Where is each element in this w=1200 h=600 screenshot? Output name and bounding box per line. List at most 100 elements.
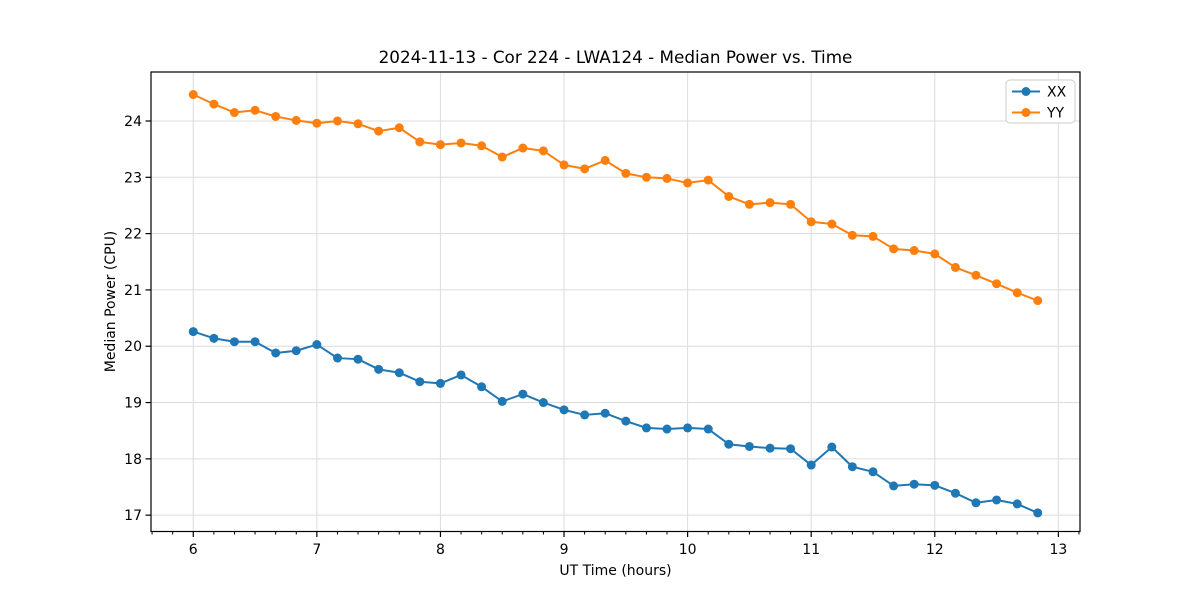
series-xx-point [744, 441, 754, 451]
tick-layer: 6 7 8 9 10 11 12 13 17 18 19 20 21 22 23 24 [124, 114, 1080, 558]
series-yy-point [291, 115, 301, 125]
series-yy-point [786, 199, 796, 209]
series-xx-point [600, 408, 610, 418]
x-tick-label: 12 [926, 542, 944, 558]
series-xx-point [250, 337, 260, 347]
series-yy-point [497, 152, 507, 162]
series-yy-point [209, 99, 219, 109]
series-yy-point [765, 198, 775, 208]
series-yy-point [229, 108, 239, 118]
series-xx-point [930, 480, 940, 490]
legend-label-xx: XX [1047, 85, 1067, 101]
series-yy-point [1012, 288, 1022, 298]
x-tick-label: 7 [312, 542, 321, 558]
y-tick-label: 21 [124, 283, 142, 299]
series-xx-point [229, 337, 239, 347]
x-tick-label: 9 [560, 542, 569, 558]
series-xx-point [786, 444, 796, 454]
series-xx-point [806, 460, 816, 470]
series-yy-point [559, 160, 569, 170]
series-xx-point [497, 396, 507, 406]
series-xx-point [374, 364, 384, 374]
series-xx-point [188, 327, 198, 337]
x-axis-label: UT Time (hours) [559, 563, 671, 579]
series-xx-point [477, 382, 487, 392]
series-yy-point [868, 231, 878, 241]
plot-area [151, 72, 1080, 532]
y-tick-label: 18 [124, 452, 142, 468]
series-yy-point [683, 178, 693, 188]
series-xx-point [683, 423, 693, 433]
series-layer [188, 90, 1043, 518]
series-yy-point [992, 279, 1002, 289]
series-xx-point [353, 354, 363, 364]
series-yy-point [950, 262, 960, 272]
series-xx-point [209, 333, 219, 343]
chart-title: 2024-11-13 - Cor 224 - LWA124 - Median P… [379, 47, 853, 67]
series-yy-point [312, 118, 322, 128]
y-tick-label: 17 [124, 508, 142, 524]
series-yy-point [394, 123, 404, 133]
y-tick-label: 23 [124, 170, 142, 186]
series-xx-point [559, 405, 569, 415]
series-yy-point [250, 105, 260, 115]
series-xx-point [909, 479, 919, 489]
series-xx-point [394, 368, 404, 378]
x-tick-label: 11 [802, 542, 820, 558]
series-yy-point [662, 173, 672, 183]
series-yy-point [538, 146, 548, 156]
series-xx-point [971, 498, 981, 508]
series-yy-point [456, 138, 466, 148]
series-yy-point [703, 175, 713, 185]
series-xx-point [538, 398, 548, 408]
x-tick-label: 13 [1049, 542, 1067, 558]
series-yy-point [1033, 296, 1043, 306]
series-yy-point [621, 168, 631, 178]
series-yy-point [374, 126, 384, 136]
series-yy-point [600, 155, 610, 165]
series-yy-point [641, 172, 651, 182]
series-xx-point [518, 389, 528, 399]
y-tick-label: 24 [124, 114, 142, 130]
series-xx-point [847, 462, 857, 472]
series-xx-point [580, 410, 590, 420]
series-yy-point [806, 217, 816, 227]
legend-marker-xx [1021, 87, 1031, 96]
series-yy-point [435, 140, 445, 150]
series-yy-point [332, 116, 342, 126]
x-tick-label: 6 [189, 542, 198, 558]
series-yy-point [271, 111, 281, 121]
series-xx-point [435, 378, 445, 388]
series-xx-point [456, 370, 466, 380]
legend: XX YY [1005, 79, 1076, 124]
series-xx-point [271, 348, 281, 358]
series-yy-point [353, 119, 363, 129]
series-yy-point [930, 249, 940, 259]
series-xx-point [415, 377, 425, 387]
y-tick-label: 20 [124, 339, 142, 355]
series-xx-point [662, 424, 672, 434]
series-yy-point [744, 199, 754, 209]
y-tick-label: 22 [124, 227, 142, 243]
series-xx-point [765, 443, 775, 453]
series-yy-point [827, 219, 837, 229]
series-yy-point [580, 164, 590, 174]
x-tick-label: 10 [679, 542, 697, 558]
y-tick-label: 19 [124, 396, 142, 412]
series-xx-point [291, 346, 301, 356]
series-xx-point [889, 481, 899, 491]
series-yy-point [188, 90, 198, 100]
series-xx-point [1012, 499, 1022, 509]
series-yy-point [889, 244, 899, 254]
y-axis-label: Median Power (CPU) [103, 231, 119, 373]
series-yy-point [724, 191, 734, 201]
x-tick-label: 8 [436, 542, 445, 558]
series-xx-point [1033, 508, 1043, 518]
series-xx-point [724, 439, 734, 449]
series-yy-point [477, 141, 487, 151]
series-xx-point [312, 340, 322, 350]
series-yy-point [971, 270, 981, 280]
legend-marker-yy [1021, 108, 1031, 117]
